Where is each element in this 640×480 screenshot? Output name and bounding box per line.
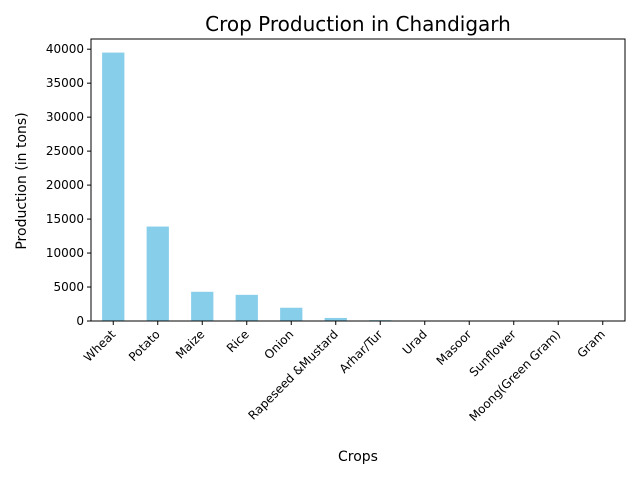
plot-frame: [90, 38, 626, 322]
bar-potato: [146, 226, 169, 321]
bar-rice: [235, 294, 258, 321]
y-tick-label: 30000: [46, 110, 84, 124]
y-tick-label: 20000: [46, 178, 84, 192]
y-tick-label: 10000: [46, 246, 84, 260]
y-tick-label: 15000: [46, 212, 84, 226]
y-tick-label: 25000: [46, 144, 84, 158]
bar-wheat: [102, 52, 125, 322]
y-tick-label: 35000: [46, 76, 84, 90]
x-axis-label: Crops: [338, 449, 378, 465]
y-tick-label: 40000: [46, 42, 84, 56]
y-tick-label: 5000: [53, 280, 84, 294]
bar-onion: [280, 307, 303, 321]
bar-maize: [191, 291, 214, 321]
bar-rapeseed-mustard: [324, 317, 347, 321]
bars-group: [102, 52, 614, 322]
y-axis: 0 5000 10000 15000 20000 25000 30000 35000 40000: [46, 42, 91, 328]
y-axis-label: Production (in tons): [14, 112, 30, 249]
chart-title: Crop Production in Chandigarh: [205, 12, 511, 36]
y-tick-label: 0: [76, 314, 84, 328]
